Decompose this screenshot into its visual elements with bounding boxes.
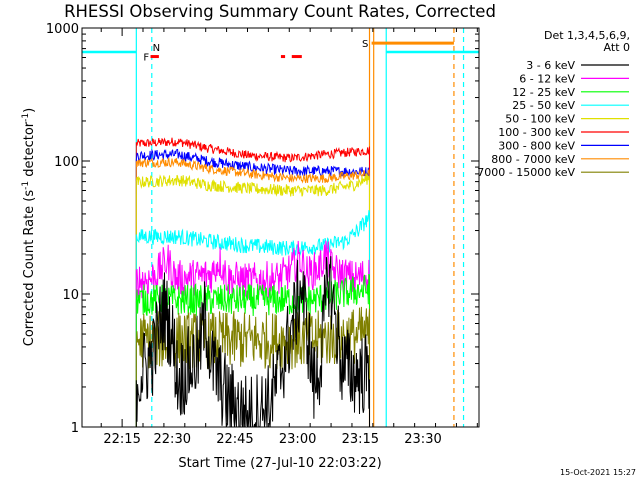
series-trace-1 [135,240,370,427]
legend-label: 100 - 300 keV [498,126,575,139]
legend-label: 7000 - 15000 keV [477,166,575,179]
x-tick-label: 23:15 [342,432,379,447]
flare-flag-label: F [143,53,149,64]
y-axis: 1 10 100 1000 [46,22,479,436]
legend-header-attenuator: Att 0 [604,41,630,54]
y-tick-label: 10 [62,288,79,303]
x-tick-label: 23:30 [404,432,441,447]
legend-label: 300 - 800 keV [498,139,575,152]
series-trace-5 [135,137,370,427]
chart-title: RHESSI Observing Summary Count Rates, Co… [64,2,496,21]
x-tick-label: 23:00 [279,432,316,447]
y-tick-label: 100 [54,155,79,170]
y-axis-label-sup1: -1 [21,181,31,190]
x-tick-label: 22:45 [216,432,253,447]
legend-label: 800 - 7000 keV [491,153,575,166]
series-trace-7 [135,156,370,427]
x-axis-label: Start Time (27-Jul-10 22:03:22) [178,456,381,471]
y-axis-label-sup2: -1 [21,113,31,122]
data-layer: NF S [82,28,479,428]
y-tick-label: 1 [71,421,79,436]
legend-label: 6 - 12 keV [519,72,575,85]
legend-label: 12 - 25 keV [512,86,575,99]
y-axis-label-end: ) [22,108,37,113]
y-tick-label: 1000 [46,22,79,37]
plot-frame [81,27,480,428]
x-axis: 22:15 22:30 22:45 23:00 23:15 23:30 [100,28,478,447]
legend-label: 50 - 100 keV [505,113,575,126]
legend-label: 25 - 50 keV [512,99,575,112]
y-axis-label: Corrected Count Rate (s-1 detector-1) [21,108,37,346]
legend-label: 3 - 6 keV [526,59,575,72]
legend-header-detectors: Det 1,3,4,5,6,9, [544,29,630,42]
series-trace-3 [135,209,370,427]
saa-flag-label: S [362,39,368,50]
timestamp: 15-Oct-2021 15:27 [560,468,636,477]
series-trace-8 [135,306,370,427]
x-tick-label: 22:15 [103,432,140,447]
series-trace-4 [135,173,370,427]
y-axis-label-main: Corrected Count Rate (s [22,190,37,347]
night-flag-label: N [153,43,160,54]
y-axis-label-mid: detector [22,121,37,181]
x-tick-label: 22:30 [154,432,191,447]
